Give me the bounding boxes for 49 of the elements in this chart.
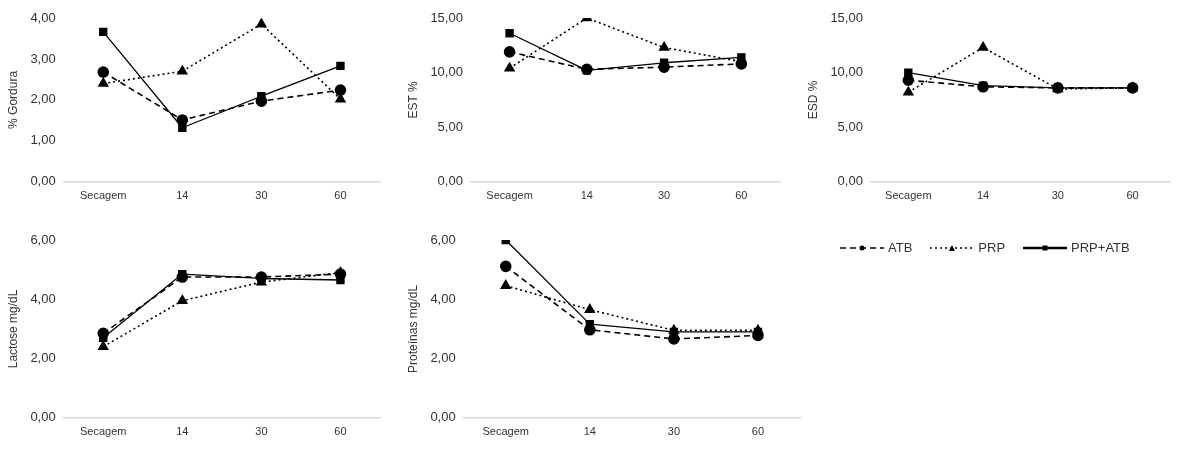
x-tick-label: 30 [657,189,671,202]
legend-label: PRP+ATB [1071,240,1130,255]
x-tick-label: 30 [667,425,681,438]
y-axis-title: Proteínas mg/dL [405,284,420,373]
x-tick-label: 14 [176,425,189,438]
legend-label: ATB [888,240,913,255]
legend-label: PRP [978,240,1006,255]
y-tick-label: 2,00 [30,91,56,107]
y-tick-label: 10,00 [830,64,863,80]
y-tick-label: 1,00 [30,132,56,148]
y-tick-label: 4,00 [30,9,56,25]
y-tick-label: 4,00 [430,290,456,306]
x-tick-label: 60 [334,189,347,202]
y-axis-title: Lactose mg/dL [5,289,20,369]
y-axis-title: % Gordura [5,70,20,129]
y-tick-label: 15,00 [430,9,463,25]
y-tick-label: 6,00 [430,231,456,247]
x-tick-label: Secagem [486,189,533,202]
x-tick-label: Secagem [885,189,932,202]
x-tick-label: 30 [1051,189,1064,202]
x-tick-label: Secagem [482,425,529,438]
y-tick-label: 0,00 [30,409,56,425]
y-tick-label: 0,00 [437,173,463,189]
y-axis-title: ESD % [805,80,820,120]
y-tick-label: 5,00 [437,118,463,134]
y-tick-label: 0,00 [837,173,863,189]
x-tick-label: 60 [1126,189,1139,202]
y-tick-label: 0,00 [430,409,456,425]
y-tick-label: 15,00 [830,9,863,25]
y-tick-label: 3,00 [30,50,56,66]
y-tick-label: 4,00 [30,290,56,306]
y-tick-label: 5,00 [837,118,863,134]
y-tick-label: 2,00 [30,350,56,366]
x-tick-label: 14 [583,425,596,438]
y-tick-label: 0,00 [30,173,56,189]
x-tick-label: Secagem [80,189,127,202]
y-tick-label: 10,00 [430,64,463,80]
y-tick-label: 2,00 [430,350,456,366]
x-tick-label: 60 [334,425,347,438]
x-tick-label: 30 [255,189,268,202]
x-tick-label: 60 [751,425,765,438]
x-tick-label: 14 [976,189,990,202]
y-tick-label: 6,00 [30,231,56,247]
y-axis-title: EST % [405,81,420,119]
x-tick-label: 14 [176,189,189,202]
x-tick-label: 60 [735,189,748,202]
x-tick-label: 14 [580,189,593,202]
x-tick-label: 30 [255,425,268,438]
x-tick-label: Secagem [80,425,127,438]
